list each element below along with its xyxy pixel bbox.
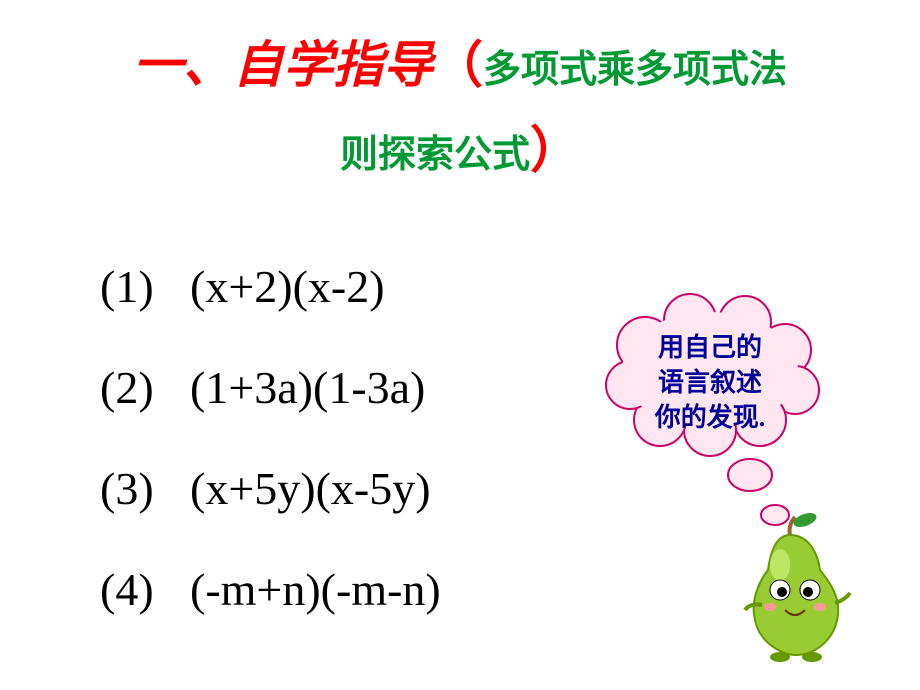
problem-expression: (1+3a)(1-3a) (190, 362, 425, 413)
problem-expression: (x+2)(x-2) (190, 261, 385, 312)
problem-item: (2)(1+3a)(1-3a) (100, 361, 441, 414)
heading-main-text: 一、自学指导 (133, 37, 433, 93)
slide-heading: 一、自学指导（多项式乘多项式法 则探索公式） (0, 0, 920, 188)
close-paren: ） (530, 122, 580, 178)
problem-list: (1)(x+2)(x-2) (2)(1+3a)(1-3a) (3)(x+5y)(… (100, 260, 441, 664)
problem-number: (2) (100, 361, 190, 414)
thought-bubble: 用自己的 语言叙述 你的发现. (600, 290, 860, 675)
problem-expression: (-m+n)(-m-n) (190, 564, 441, 615)
problem-number: (4) (100, 563, 190, 616)
open-paren: （ (433, 37, 483, 93)
thought-line3: 你的发现. (640, 400, 780, 435)
subtitle-part1: 多项式乘多项式法 (483, 49, 787, 91)
problem-number: (1) (100, 260, 190, 313)
problem-item: (4)(-m+n)(-m-n) (100, 563, 441, 616)
heading-line2: 则探索公式） (0, 113, 920, 188)
thought-text: 用自己的 语言叙述 你的发现. (640, 330, 780, 435)
thought-line1: 用自己的 (640, 330, 780, 365)
problem-item: (1)(x+2)(x-2) (100, 260, 441, 313)
heading-line1: 一、自学指导（多项式乘多项式法 (0, 28, 920, 103)
problem-expression: (x+5y)(x-5y) (190, 463, 431, 514)
subtitle-part2: 则探索公式 (340, 134, 530, 176)
problem-item: (3)(x+5y)(x-5y) (100, 462, 441, 515)
problem-number: (3) (100, 462, 190, 515)
thought-line2: 语言叙述 (640, 365, 780, 400)
